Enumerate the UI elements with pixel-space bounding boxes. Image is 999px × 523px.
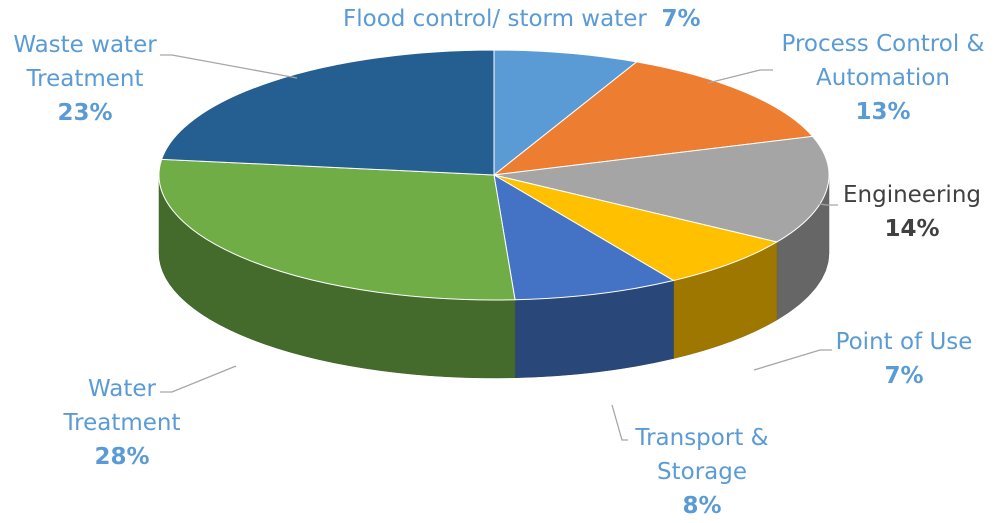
slice-6 <box>160 49 495 176</box>
label-transport-storage-line1: Transport & <box>635 425 769 451</box>
label-transport-storage: Transport & Storage 8% <box>622 421 782 523</box>
pie-tops <box>158 49 830 301</box>
leader-line-transport <box>611 404 628 441</box>
label-engineering-pct: 14% <box>884 216 940 242</box>
label-process-control-line1: Process Control & <box>781 31 985 57</box>
leader-line-pou <box>753 349 832 371</box>
label-water-treatment-line2: Treatment <box>63 410 181 436</box>
label-engineering-name: Engineering <box>843 182 981 208</box>
leader-line-water <box>160 365 237 393</box>
slice-1 <box>492 61 814 176</box>
slice-4 <box>493 174 675 301</box>
label-process-control-line2: Automation <box>816 65 950 91</box>
slice-3 <box>493 174 779 282</box>
label-water-treatment-pct: 28% <box>94 444 150 470</box>
label-flood-control-name: Flood control/ storm water <box>343 6 647 32</box>
slice-5 <box>158 158 516 301</box>
label-waste-water-line1: Waste water <box>13 32 157 58</box>
label-waste-water-treatment: Waste water Treatment 23% <box>2 28 168 130</box>
label-flood-control-pct: 7% <box>661 6 701 32</box>
label-flood-control: Flood control/ storm water 7% <box>343 2 701 36</box>
label-water-treatment: Water Treatment 28% <box>52 372 192 474</box>
label-waste-water-pct: 23% <box>57 100 113 126</box>
label-point-of-use: Point of Use 7% <box>828 325 980 393</box>
slice-2 <box>493 135 830 243</box>
label-engineering: Engineering 14% <box>838 178 986 246</box>
leader-line-waste <box>160 54 298 79</box>
label-water-treatment-line1: Water <box>88 376 156 402</box>
pie-sides <box>158 174 830 379</box>
label-transport-storage-pct: 8% <box>682 493 722 519</box>
label-point-of-use-name: Point of Use <box>835 329 973 355</box>
label-waste-water-line2: Treatment <box>26 66 144 92</box>
leader-line-process <box>707 69 773 84</box>
label-point-of-use-pct: 7% <box>884 363 924 389</box>
label-process-control: Process Control & Automation 13% <box>776 27 990 129</box>
leader-lines <box>160 54 838 441</box>
label-transport-storage-line2: Storage <box>657 459 747 485</box>
leader-line-engineering <box>814 202 838 206</box>
slice-0 <box>493 49 638 177</box>
label-process-control-pct: 13% <box>855 99 911 125</box>
